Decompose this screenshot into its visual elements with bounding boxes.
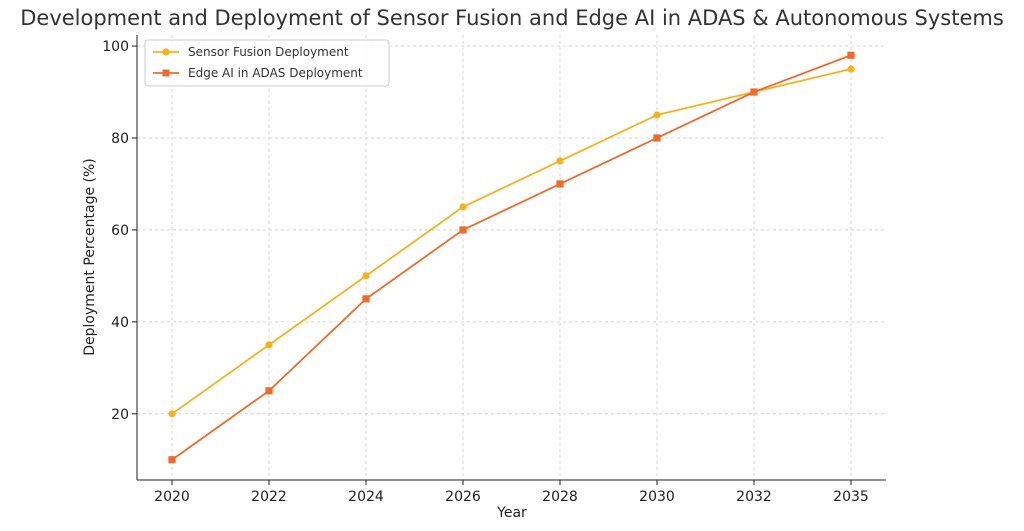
legend-box [144, 39, 390, 87]
grid-lines [137, 35, 886, 480]
y-tick-label: 60 [111, 223, 129, 239]
legend-entry-sensor-fusion: Sensor Fusion Deployment [153, 45, 349, 59]
y-tick-label: 80 [111, 131, 129, 147]
series-line-edge-ai [171, 54, 852, 461]
data-point-sensor-fusion [556, 157, 564, 165]
x-tick-label: 2020 [154, 489, 190, 505]
data-point-edge-ai [847, 51, 855, 59]
x-tick-label: 2032 [736, 489, 772, 505]
data-point-edge-ai [362, 295, 370, 303]
x-tick-label: 2035 [833, 489, 869, 505]
data-point-edge-ai [750, 88, 758, 96]
x-tick-label: 2026 [445, 489, 481, 505]
data-point-sensor-fusion [653, 111, 661, 119]
series-layer [168, 51, 855, 464]
data-point-edge-ai [653, 134, 661, 142]
data-point-sensor-fusion [847, 65, 855, 73]
data-point-sensor-fusion [459, 203, 467, 211]
y-axis-ticks: 20 40 60 80 100 [102, 39, 137, 423]
data-point-sensor-fusion [168, 410, 176, 418]
legend-label-edge-ai: Edge AI in ADAS Deployment [188, 66, 363, 80]
y-axis-label: Deployment Percentage (%) [82, 158, 98, 356]
x-tick-label: 2024 [348, 489, 384, 505]
legend-marker-sensor-fusion [162, 48, 170, 56]
data-point-edge-ai [168, 456, 176, 464]
legend-marker-edge-ai [162, 69, 170, 77]
x-tick-label: 2030 [639, 489, 675, 505]
data-point-edge-ai [459, 226, 467, 234]
y-tick-label: 100 [102, 39, 129, 55]
data-point-edge-ai [556, 180, 564, 188]
data-point-sensor-fusion [362, 272, 370, 280]
y-tick-label: 20 [111, 407, 129, 423]
data-point-edge-ai [265, 387, 273, 395]
x-tick-label: 2022 [251, 489, 287, 505]
legend-label-sensor-fusion: Sensor Fusion Deployment [188, 45, 349, 59]
legend: Sensor Fusion Deployment Edge AI in ADAS… [144, 39, 390, 87]
x-axis-ticks: 2020 2022 2024 2026 2028 2030 2032 2035 [154, 480, 869, 505]
legend-entry-edge-ai: Edge AI in ADAS Deployment [153, 66, 363, 80]
series-line-sensor-fusion [171, 68, 852, 415]
y-tick-label: 40 [111, 315, 129, 331]
x-axis-label: Year [496, 505, 527, 521]
chart-title: Development and Deployment of Sensor Fus… [20, 6, 1004, 30]
x-tick-label: 2028 [542, 489, 578, 505]
data-point-sensor-fusion [265, 341, 273, 349]
